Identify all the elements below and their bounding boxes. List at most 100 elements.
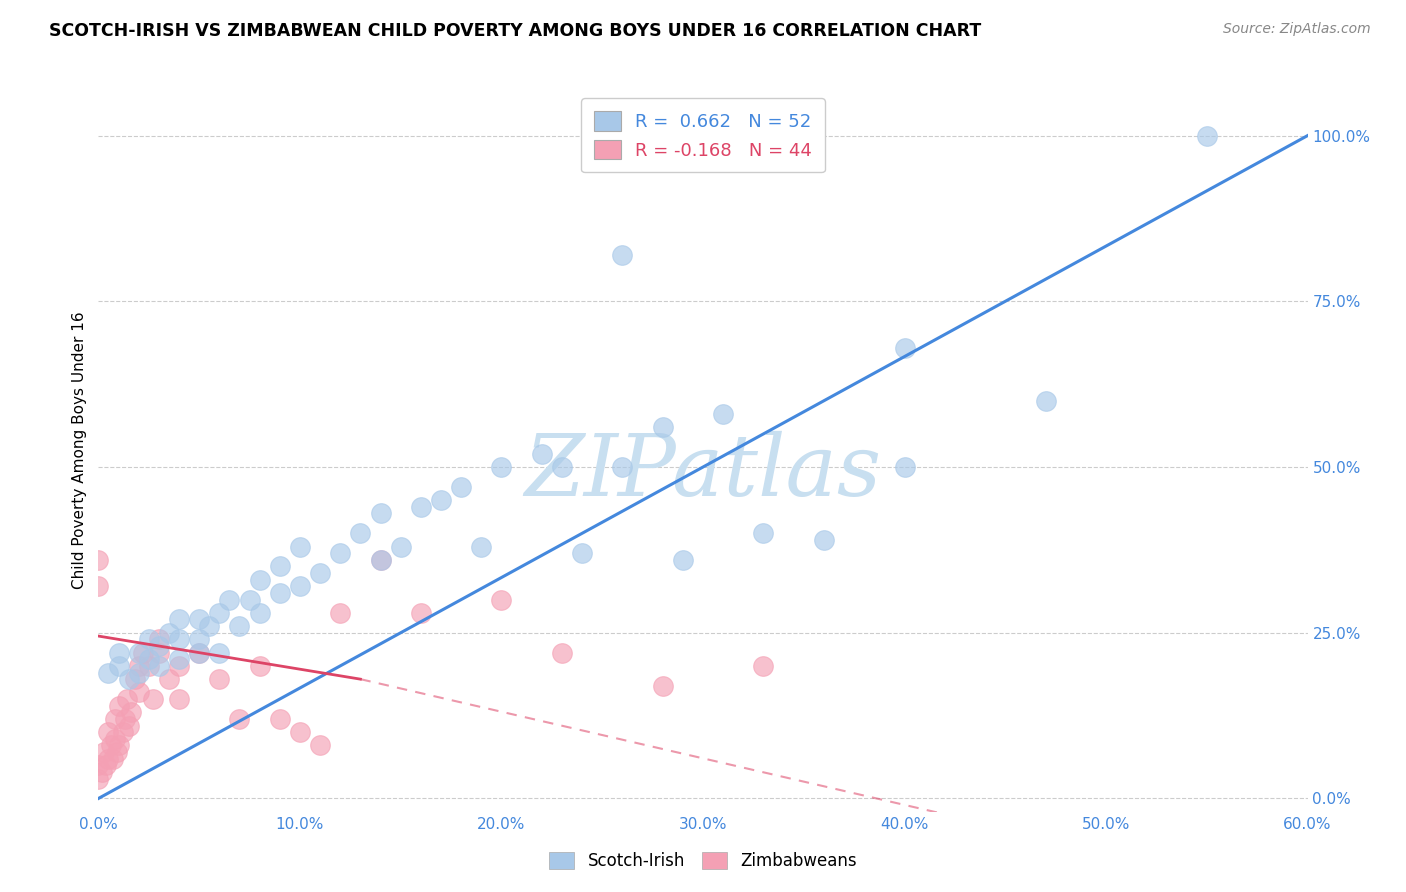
Point [409, 500, 432, 514]
Point [114, 712, 136, 726]
Legend: Scotch-Irish, Zimbabweans: Scotch-Irish, Zimbabweans [543, 845, 863, 877]
Point [409, 606, 432, 620]
Point [105, 745, 128, 759]
Point [813, 533, 835, 547]
Point [188, 632, 211, 647]
Point [167, 652, 190, 666]
Point [87, 772, 110, 786]
Point [752, 526, 775, 541]
Point [470, 540, 492, 554]
Point [612, 248, 634, 262]
Point [329, 546, 352, 560]
Legend: R =  0.662   N = 52, R = -0.168   N = 44: R = 0.662 N = 52, R = -0.168 N = 44 [581, 98, 825, 172]
Text: ZIPatlas: ZIPatlas [524, 431, 882, 514]
Point [107, 698, 129, 713]
Text: Source: ZipAtlas.com: Source: ZipAtlas.com [1223, 22, 1371, 37]
Point [370, 553, 392, 567]
Point [103, 712, 125, 726]
Point [198, 619, 221, 633]
Text: SCOTCH-IRISH VS ZIMBABWEAN CHILD POVERTY AMONG BOYS UNDER 16 CORRELATION CHART: SCOTCH-IRISH VS ZIMBABWEAN CHILD POVERTY… [49, 22, 981, 40]
Point [288, 540, 311, 554]
Point [128, 659, 150, 673]
Point [148, 639, 170, 653]
Point [167, 692, 190, 706]
Point [148, 632, 170, 647]
Point [228, 619, 250, 633]
Point [142, 692, 165, 706]
Point [115, 692, 138, 706]
Point [218, 592, 240, 607]
Point [309, 739, 332, 753]
Point [97, 725, 120, 739]
Point [370, 507, 392, 521]
Y-axis label: Child Poverty Among Boys Under 16: Child Poverty Among Boys Under 16 [72, 311, 87, 590]
Point [107, 739, 129, 753]
Point [138, 632, 160, 647]
Point [128, 685, 150, 699]
Point [893, 341, 915, 355]
Point [329, 606, 352, 620]
Point [491, 460, 513, 475]
Point [1035, 393, 1057, 408]
Point [430, 493, 453, 508]
Point [96, 758, 118, 772]
Point [100, 739, 122, 753]
Point [167, 612, 190, 626]
Point [1195, 128, 1218, 143]
Point [491, 592, 513, 607]
Point [269, 559, 291, 574]
Point [101, 752, 124, 766]
Point [167, 659, 190, 673]
Point [551, 460, 574, 475]
Point [138, 659, 160, 673]
Point [120, 706, 142, 720]
Point [389, 540, 412, 554]
Point [188, 612, 211, 626]
Point [128, 665, 150, 680]
Point [148, 646, 170, 660]
Point [651, 679, 673, 693]
Point [651, 420, 673, 434]
Point [208, 646, 231, 660]
Point [87, 758, 110, 772]
Point [269, 712, 291, 726]
Point [208, 672, 231, 686]
Point [208, 606, 231, 620]
Point [107, 659, 129, 673]
Point [249, 573, 271, 587]
Point [370, 553, 392, 567]
Point [138, 652, 160, 666]
Point [188, 646, 211, 660]
Point [288, 579, 311, 593]
Point [148, 659, 170, 673]
Point [91, 764, 114, 779]
Point [107, 646, 129, 660]
Point [893, 460, 915, 475]
Point [97, 752, 120, 766]
Point [711, 407, 734, 421]
Point [450, 480, 472, 494]
Point [752, 659, 775, 673]
Point [551, 646, 574, 660]
Point [530, 447, 553, 461]
Point [349, 526, 371, 541]
Point [97, 665, 120, 680]
Point [672, 553, 695, 567]
Point [111, 725, 134, 739]
Point [157, 672, 180, 686]
Point [93, 745, 115, 759]
Point [228, 712, 250, 726]
Point [87, 579, 110, 593]
Point [612, 460, 634, 475]
Point [571, 546, 593, 560]
Point [167, 632, 190, 647]
Point [118, 718, 141, 732]
Point [157, 625, 180, 640]
Point [188, 646, 211, 660]
Point [128, 646, 150, 660]
Point [249, 659, 271, 673]
Point [124, 672, 146, 686]
Point [103, 731, 125, 746]
Point [249, 606, 271, 620]
Point [269, 586, 291, 600]
